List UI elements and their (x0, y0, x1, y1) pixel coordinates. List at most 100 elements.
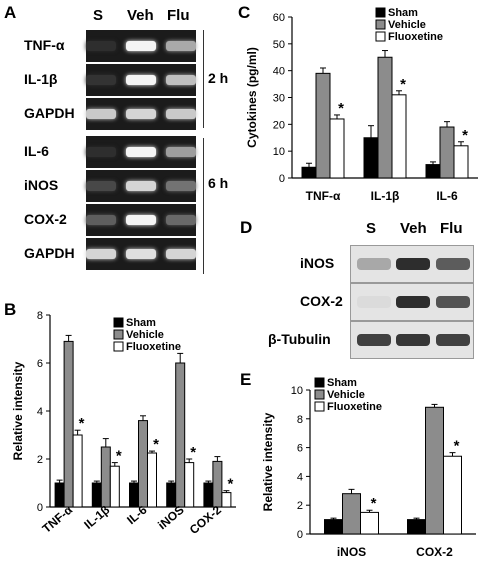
panel-letter-e: E (240, 370, 252, 389)
y-tick-label: 4 (37, 406, 43, 418)
legend-entry: Fluoxetine (388, 31, 443, 43)
significance-star: * (190, 444, 196, 461)
category-label: IL-6 (436, 189, 458, 203)
gel-row-label: COX-2 (24, 211, 67, 227)
category-label: iNOS (337, 545, 366, 559)
gel-band (166, 249, 196, 259)
y-axis-label: Relative intensity (261, 412, 275, 511)
gel-band (166, 41, 196, 51)
legend-swatch (314, 377, 325, 388)
gel-band (126, 215, 156, 225)
y-tick-label: 10 (273, 146, 285, 158)
y-tick-label: 30 (273, 93, 285, 105)
gel-row (86, 204, 196, 236)
y-tick-label: 8 (297, 414, 303, 426)
bracket-6h (203, 138, 204, 274)
significance-star: * (227, 476, 233, 493)
significance-star: * (371, 495, 377, 512)
gel-row-label: GAPDH (24, 105, 75, 121)
bar-sham (91, 482, 102, 508)
legend-entry: Vehicle (388, 19, 426, 31)
gel-row-label: GAPDH (24, 245, 75, 261)
bar-fluoxetine (221, 492, 232, 508)
bar-vehicle (100, 446, 111, 508)
y-tick-label: 0 (297, 529, 303, 541)
legend-entry: Fluoxetine (327, 401, 382, 413)
significance-star: * (400, 76, 406, 93)
significance-star: * (116, 448, 122, 465)
bar-sham (425, 164, 441, 179)
wb-row (350, 321, 474, 359)
legend-entry: Sham (388, 7, 418, 19)
bar-vehicle (439, 126, 455, 179)
bar-fluoxetine (147, 452, 157, 508)
wb-row-label: iNOS (300, 255, 335, 271)
time-label-6h: 6 h (208, 175, 229, 191)
wb-row-label: COX-2 (300, 293, 343, 309)
bar-fluoxetine (184, 462, 195, 508)
y-tick-label: 6 (37, 358, 43, 370)
gel-band (126, 147, 156, 157)
bar-vehicle (425, 406, 444, 535)
significance-star: * (462, 127, 468, 144)
gel-band (166, 147, 196, 157)
bar-sham (301, 166, 317, 179)
legend-swatch (314, 401, 325, 412)
gel-band (166, 109, 196, 119)
y-tick-label: 10 (291, 385, 303, 397)
gel-band (126, 249, 156, 259)
gel-band (126, 41, 156, 51)
gel-row (86, 136, 196, 168)
y-tick-label: 20 (273, 119, 285, 131)
y-axis-label: Relative intensity (11, 361, 25, 460)
bracket-2h (203, 30, 204, 128)
chart-e: 0 2 4 6 8 10 Relative intensity * iNOS * COX-2 Sham… (261, 377, 476, 559)
gel-row (86, 98, 196, 130)
panel-letter-d: D (240, 218, 253, 237)
bar-sham (203, 482, 214, 508)
gel-row-label: TNF-α (24, 37, 65, 53)
y-tick-label: 0 (279, 173, 285, 185)
y-tick-label: 0 (37, 502, 43, 514)
y-tick-label: 2 (37, 454, 43, 466)
y-tick-label: 6 (297, 443, 303, 455)
gel-row (86, 238, 196, 270)
wb-band (357, 334, 391, 346)
gel-band (86, 147, 116, 157)
y-tick-label: 50 (273, 39, 285, 51)
wb-lane-header: Flu (440, 220, 463, 237)
bar-fluoxetine (391, 94, 407, 179)
bar-fluoxetine (109, 465, 120, 508)
wb-lane-header: S (366, 220, 377, 237)
panel-letter-b: B (4, 300, 17, 319)
legend-swatch (314, 389, 325, 400)
y-axis-label: Cytokines (pg/ml) (245, 47, 259, 148)
category-label: COX-2 (187, 503, 224, 538)
bar-sham (54, 482, 65, 508)
gel-band (166, 215, 196, 225)
legend-entry: Sham (126, 317, 156, 329)
gel-band (86, 249, 116, 259)
bar-fluoxetine (329, 118, 345, 179)
legend-swatch (375, 19, 386, 30)
bar-fluoxetine (453, 145, 469, 179)
wb-band (396, 258, 430, 270)
legend-entry: Sham (327, 377, 357, 389)
wb-band (436, 296, 470, 308)
gel-band (126, 109, 156, 119)
wb-band (436, 258, 470, 270)
legend-swatch (113, 329, 124, 340)
legend-entry: Vehicle (126, 329, 164, 341)
wb-row-label: β-Tubulin (268, 331, 331, 347)
legend-swatch (375, 7, 386, 18)
bar-vehicle (138, 420, 148, 508)
gel-lane-header: S (93, 7, 104, 24)
gel-row (86, 30, 196, 62)
gel-band (166, 181, 196, 191)
bar-vehicle (212, 460, 223, 508)
gel-row (86, 64, 196, 96)
y-tick-label: 40 (273, 66, 285, 78)
gel-row-label: IL-6 (24, 143, 49, 159)
category-label: COX-2 (416, 545, 453, 559)
wb-band (396, 334, 430, 346)
